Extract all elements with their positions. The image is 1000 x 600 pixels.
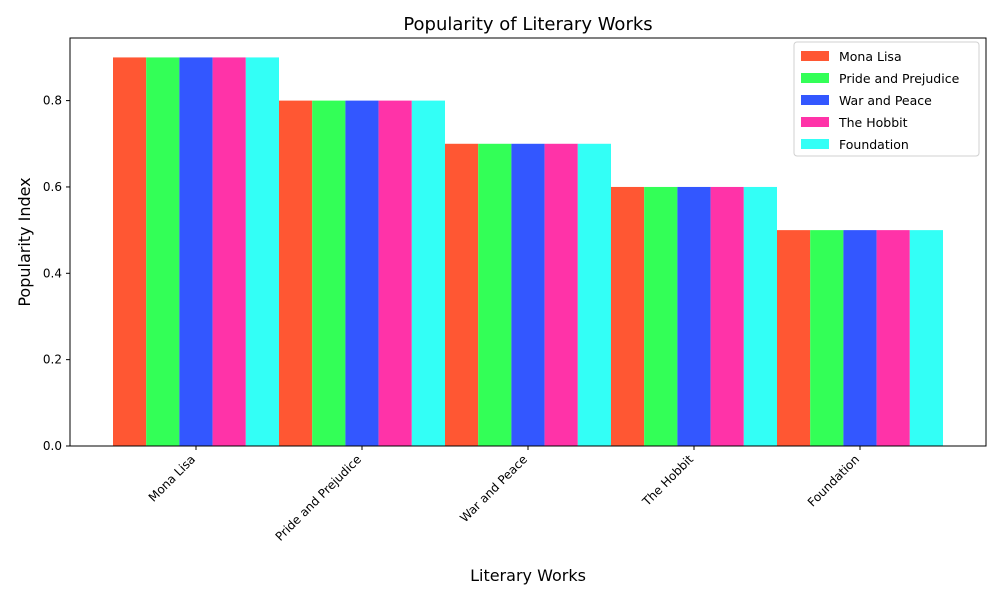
y-axis-ticks: 0.0 0.2 0.4 0.6 0.8: [43, 94, 70, 453]
bar-foundation-0: [245, 57, 279, 447]
legend-label: Mona Lisa: [839, 49, 902, 64]
legend: Mona Lisa Pride and Prejudice War and Peac…: [793, 41, 980, 157]
y-tick-label: 0.8: [43, 94, 62, 108]
bar-the-hobbit-2: [544, 143, 578, 446]
y-tick-label: 0.0: [43, 439, 62, 453]
x-tick-label: Mona Lisa: [146, 452, 198, 504]
bar-foundation-2: [577, 143, 611, 446]
legend-swatch: [801, 95, 829, 105]
legend-label: Foundation: [839, 137, 909, 152]
bar-war-and-peace-0: [179, 57, 213, 447]
bar-the-hobbit-4: [876, 230, 910, 446]
x-tick-label: The Hobbit: [639, 452, 696, 509]
bar-the-hobbit-3: [710, 186, 744, 446]
bar-foundation-3: [743, 186, 777, 446]
bar-mona-lisa-2: [445, 143, 479, 446]
bar-mona-lisa-3: [611, 186, 645, 446]
legend-label: War and Peace: [839, 93, 932, 108]
legend-label: Pride and Prejudice: [839, 71, 960, 86]
bar-foundation-4: [909, 230, 943, 446]
bar-pride-and-prejudice-0: [146, 57, 180, 447]
bar-mona-lisa-0: [113, 57, 147, 447]
y-tick-label: 0.2: [43, 353, 62, 367]
plot-frame: [69, 37, 987, 447]
legend-swatch: [801, 73, 829, 83]
x-tick-label: War and Peace: [457, 452, 530, 525]
bar-pride-and-prejudice-3: [644, 186, 678, 446]
legend-label: The Hobbit: [838, 115, 908, 130]
x-axis-label: Literary Works: [470, 566, 586, 585]
bar-pride-and-prejudice-1: [312, 100, 346, 446]
legend-swatch: [801, 117, 829, 127]
bar-war-and-peace-1: [345, 100, 379, 446]
x-axis-ticks: Mona Lisa Pride and Prejudice War and Peac…: [146, 446, 862, 544]
x-tick-label: Pride and Prejudice: [273, 452, 365, 544]
legend-swatch: [801, 139, 829, 149]
legend-box: [793, 41, 980, 157]
bar-mona-lisa-4: [777, 230, 811, 446]
bar-the-hobbit-1: [378, 100, 412, 446]
bar-pride-and-prejudice-2: [478, 143, 512, 446]
y-tick-label: 0.6: [43, 180, 62, 194]
bars-group: [113, 57, 943, 447]
bar-war-and-peace-4: [843, 230, 877, 446]
x-tick-label: Foundation: [805, 452, 862, 509]
y-tick-label: 0.4: [43, 266, 62, 280]
chart-title: Popularity of Literary Works: [403, 14, 652, 35]
legend-swatch: [801, 51, 829, 61]
bar-mona-lisa-1: [279, 100, 313, 446]
bar-war-and-peace-2: [511, 143, 545, 446]
bar-pride-and-prejudice-4: [810, 230, 844, 446]
y-axis-label: Popularity Index: [15, 177, 34, 306]
bar-war-and-peace-3: [677, 186, 711, 446]
bar-the-hobbit-0: [212, 57, 246, 447]
bar-foundation-1: [411, 100, 445, 446]
